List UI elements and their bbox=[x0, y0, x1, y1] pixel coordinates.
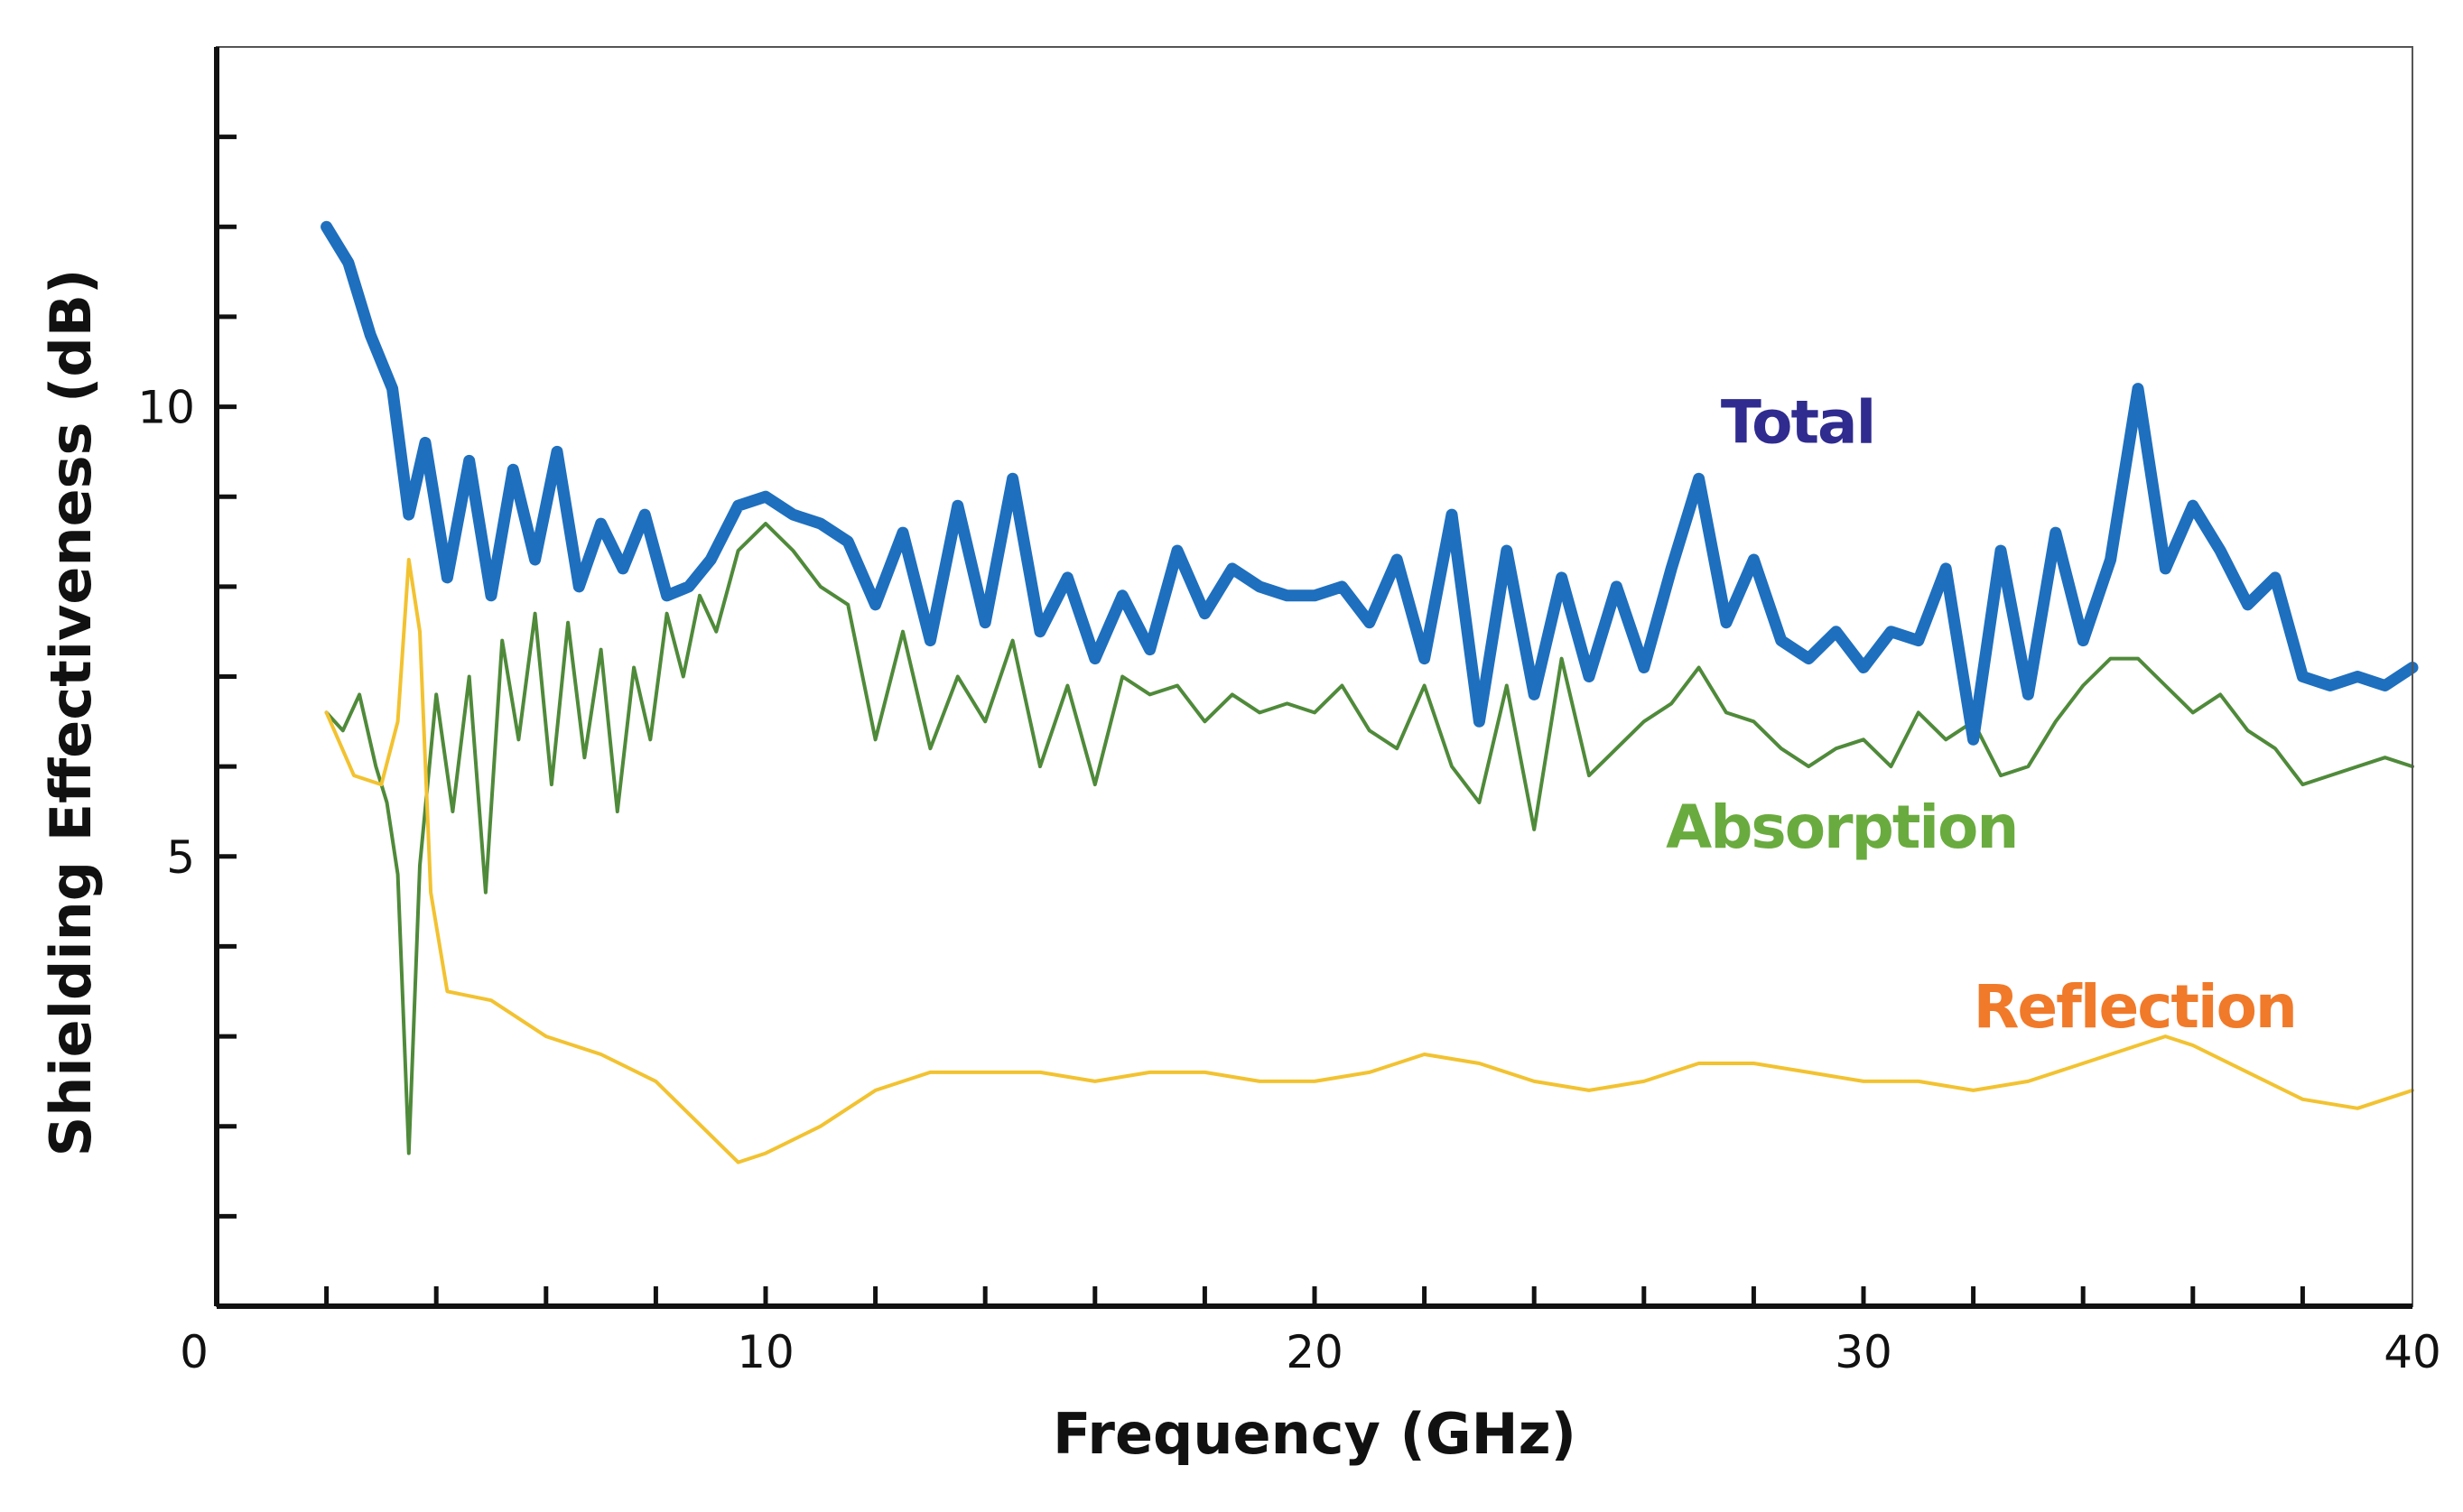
series-label-total: Total bbox=[1721, 387, 1874, 457]
x-tick-label: 10 bbox=[737, 1326, 795, 1378]
series-label-reflection: Reflection bbox=[1974, 972, 2296, 1042]
x-axis-title: Frequency (GHz) bbox=[1053, 1401, 1576, 1467]
y-axis-title: Shielding Effectiveness (dB) bbox=[38, 269, 104, 1157]
series-label-absorption: Absorption bbox=[1666, 793, 2017, 862]
x-tick-label: 0 bbox=[180, 1326, 209, 1378]
series-layer bbox=[321, 220, 2419, 1164]
y-tick-label: 10 bbox=[137, 382, 195, 434]
x-tick-label: 40 bbox=[2384, 1326, 2441, 1378]
axes-layer bbox=[214, 46, 2413, 1309]
series-line-total bbox=[321, 220, 2419, 746]
y-tick-label: 5 bbox=[166, 831, 195, 884]
series-line-absorption bbox=[324, 522, 2414, 1155]
series-line-reflection bbox=[324, 558, 2414, 1164]
x-tick-label: 20 bbox=[1286, 1326, 1343, 1378]
x-tick-label: 30 bbox=[1835, 1326, 1892, 1378]
labels-layer: 0 10 20 30 40 5 10 Frequency (GHz) Shielding Eff… bbox=[38, 269, 2441, 1467]
